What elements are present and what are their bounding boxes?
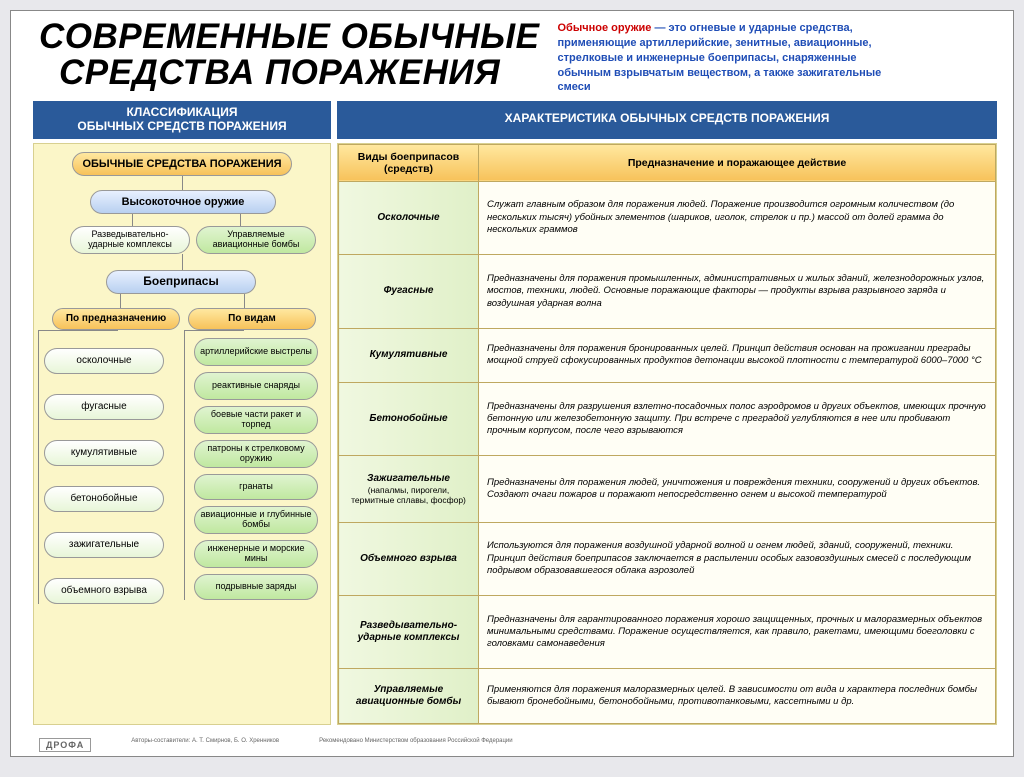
row-kind: Фугасные bbox=[384, 285, 434, 296]
connector bbox=[38, 330, 118, 331]
tree-type-item: боевые части ракет и торпед bbox=[194, 406, 318, 434]
connector bbox=[182, 176, 183, 190]
table-body: Осколочные Служат главным образом для по… bbox=[339, 181, 996, 723]
row-kind: Объемного взрыва bbox=[360, 553, 457, 564]
row-desc: Применяются для поражения малоразмерных … bbox=[479, 669, 996, 724]
table-row: Фугасные Предназначены для поражения про… bbox=[339, 255, 996, 328]
row-desc: Служат главным образом для поражения люд… bbox=[479, 181, 996, 254]
tree-type-item: артиллерийские выстрелы bbox=[194, 338, 318, 366]
table-row: Разведывательно-ударные комплексы Предна… bbox=[339, 595, 996, 668]
table-row: Управляемые авиационные бомбы Применяютс… bbox=[339, 669, 996, 724]
row-kind: Осколочные bbox=[377, 212, 439, 223]
connector bbox=[184, 330, 244, 331]
tree-type-item: инженерные и морские мины bbox=[194, 540, 318, 568]
connector bbox=[132, 214, 133, 226]
connector bbox=[244, 294, 245, 308]
tree-purpose-item: зажигательные bbox=[44, 532, 164, 558]
content-row: ОБЫЧНЫЕ СРЕДСТВА ПОРАЖЕНИЯ Высокоточное … bbox=[11, 139, 1013, 725]
table-row: Кумулятивные Предназначены для поражения… bbox=[339, 328, 996, 383]
definition-head: Обычное оружие bbox=[558, 22, 652, 34]
tree-type-item: авиационные и глубинные бомбы bbox=[194, 506, 318, 534]
tree-ammo: Боеприпасы bbox=[106, 270, 256, 294]
poster-root: СОВРЕМЕННЫЕ ОБЫЧНЫЕ СРЕДСТВА ПОРАЖЕНИЯ О… bbox=[10, 10, 1014, 757]
row-desc: Предназначены для разрушения взлетно-пос… bbox=[479, 383, 996, 456]
tree-precision: Высокоточное оружие bbox=[90, 190, 276, 214]
row-kind: Разведывательно-ударные комплексы bbox=[358, 620, 460, 643]
tree-purpose-item: объемного взрыва bbox=[44, 578, 164, 604]
connector bbox=[184, 330, 185, 600]
table-row: Зажигательные(напалмы, пирогели, термитн… bbox=[339, 456, 996, 522]
connector bbox=[120, 294, 121, 308]
row-kind: Кумулятивные bbox=[370, 349, 448, 360]
tree-precision-sub1: Разведывательно-ударные комплексы bbox=[70, 226, 190, 254]
tree-purpose-item: осколочные bbox=[44, 348, 164, 374]
table-row: Бетонобойные Предназначены для разрушени… bbox=[339, 383, 996, 456]
definition-block: Обычное оружие — это огневые и ударные с… bbox=[558, 19, 888, 95]
table-row: Осколочные Служат главным образом для по… bbox=[339, 181, 996, 254]
footer-credit-1: Авторы-составители: А. Т. Смирнов, Б. О.… bbox=[131, 738, 279, 752]
tree-type-item: гранаты bbox=[194, 474, 318, 500]
row-kind: Управляемые авиационные бомбы bbox=[356, 684, 461, 707]
table-header-kind: Виды боеприпасов (средств) bbox=[339, 144, 479, 181]
table-header-desc: Предназначение и поражающее действие bbox=[479, 144, 996, 181]
row-kind: Зажигательные bbox=[367, 473, 450, 484]
connector bbox=[182, 254, 183, 270]
title-line-1: СОВРЕМЕННЫЕ ОБЫЧНЫЕ bbox=[39, 17, 540, 56]
tree-purpose-item: фугасные bbox=[44, 394, 164, 420]
row-desc: Предназначены для поражения бронированны… bbox=[479, 328, 996, 383]
classification-panel: ОБЫЧНЫЕ СРЕДСТВА ПОРАЖЕНИЯ Высокоточное … bbox=[33, 143, 331, 725]
section-title-left: КЛАССИФИКАЦИЯ ОБЫЧНЫХ СРЕДСТВ ПОРАЖЕНИЯ bbox=[33, 101, 331, 139]
row-desc: Предназначены для поражения промышленных… bbox=[479, 255, 996, 328]
section-headers: КЛАССИФИКАЦИЯ ОБЫЧНЫХ СРЕДСТВ ПОРАЖЕНИЯ … bbox=[11, 101, 1013, 139]
tree-by-type-header: По видам bbox=[188, 308, 316, 330]
row-desc: Предназначены для поражения людей, уничт… bbox=[479, 456, 996, 522]
footer-credit-2: Рекомендовано Министерством образования … bbox=[319, 738, 513, 752]
characteristics-panel: Виды боеприпасов (средств) Предназначени… bbox=[337, 143, 997, 725]
main-title: СОВРЕМЕННЫЕ ОБЫЧНЫЕ СРЕДСТВА ПОРАЖЕНИЯ bbox=[39, 19, 540, 95]
tree-by-purpose-header: По предназначению bbox=[52, 308, 180, 330]
header: СОВРЕМЕННЫЕ ОБЫЧНЫЕ СРЕДСТВА ПОРАЖЕНИЯ О… bbox=[11, 11, 1013, 101]
section-title-right: ХАРАКТЕРИСТИКА ОБЫЧНЫХ СРЕДСТВ ПОРАЖЕНИЯ bbox=[337, 101, 997, 139]
table-row: Объемного взрыва Используются для пораже… bbox=[339, 522, 996, 595]
tree-type-item: патроны к стрелковому оружию bbox=[194, 440, 318, 468]
row-kind-sub: (напалмы, пирогели, термитные сплавы, фо… bbox=[347, 485, 470, 505]
tree-purpose-item: бетонобойные bbox=[44, 486, 164, 512]
publisher-logo: ДРОФА bbox=[39, 738, 91, 752]
tree-root: ОБЫЧНЫЕ СРЕДСТВА ПОРАЖЕНИЯ bbox=[72, 152, 292, 176]
connector bbox=[240, 214, 241, 226]
tree-type-item: подрывные заряды bbox=[194, 574, 318, 600]
tree-purpose-item: кумулятивные bbox=[44, 440, 164, 466]
footer: ДРОФА Авторы-составители: А. Т. Смирнов,… bbox=[39, 738, 513, 752]
row-desc: Используются для поражения воздушной уда… bbox=[479, 522, 996, 595]
characteristics-table: Виды боеприпасов (средств) Предназначени… bbox=[338, 144, 996, 724]
row-kind: Бетонобойные bbox=[369, 413, 447, 424]
row-desc: Предназначены для гарантированного пораж… bbox=[479, 595, 996, 668]
tree-precision-sub2: Управляемые авиационные бомбы bbox=[196, 226, 316, 254]
title-line-2: СРЕДСТВА ПОРАЖЕНИЯ bbox=[39, 53, 500, 92]
connector bbox=[38, 330, 39, 604]
tree-type-item: реактивные снаряды bbox=[194, 372, 318, 400]
